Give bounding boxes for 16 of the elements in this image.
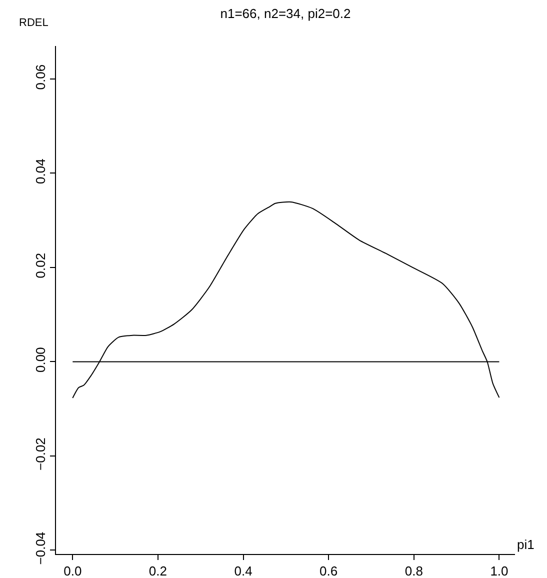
- x-tick-label: 1.0: [490, 564, 508, 578]
- x-tick-label: 0.2: [148, 564, 167, 578]
- chart-title: n1=66, n2=34, pi2=0.2: [220, 6, 351, 21]
- y-tick-label: 0.00: [32, 347, 48, 372]
- y-axis-title: RDEL: [19, 17, 48, 29]
- x-axis-title: pi1: [517, 537, 534, 552]
- x-tick-label: 0.4: [234, 564, 252, 578]
- line-series: [72, 201, 500, 399]
- y-tick-label: −0.02: [32, 438, 48, 470]
- x-tick-label: 0.8: [404, 564, 423, 578]
- y-tick-label: 0.02: [32, 252, 48, 278]
- y-tick-label: 0.04: [32, 158, 48, 184]
- x-tick-label: 0.6: [320, 564, 338, 578]
- y-tick-label: 0.06: [32, 64, 48, 90]
- y-tick-label: −0.04: [32, 532, 48, 565]
- x-tick-label: 0.0: [64, 564, 82, 578]
